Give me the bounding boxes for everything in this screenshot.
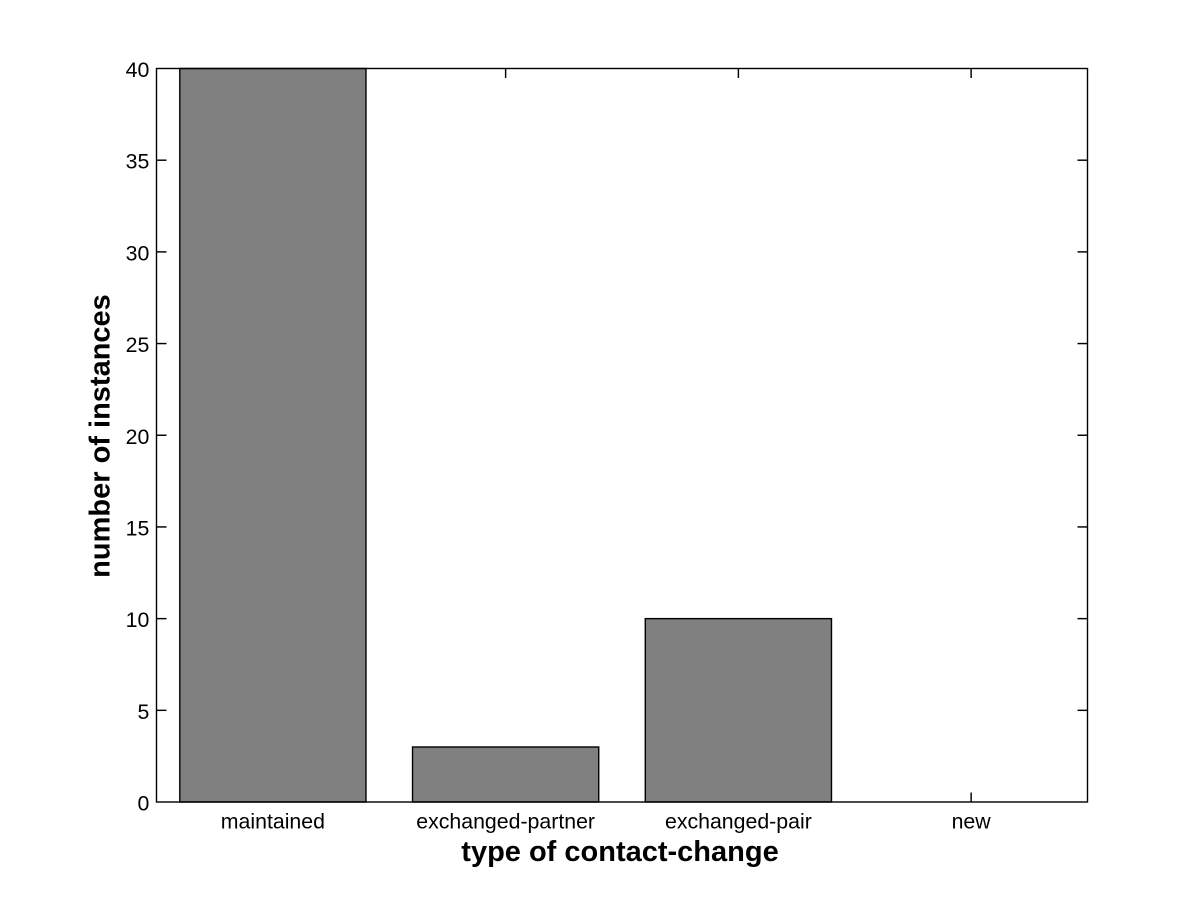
- svg-text:20: 20: [126, 425, 150, 449]
- svg-text:25: 25: [126, 333, 150, 357]
- svg-text:30: 30: [126, 241, 150, 265]
- svg-text:new: new: [952, 809, 992, 833]
- svg-text:5: 5: [137, 700, 149, 724]
- svg-text:15: 15: [126, 516, 150, 540]
- svg-text:10: 10: [126, 608, 150, 632]
- svg-text:0: 0: [137, 792, 149, 816]
- svg-text:40: 40: [126, 58, 150, 82]
- svg-text:exchanged-partner: exchanged-partner: [416, 809, 595, 833]
- svg-text:maintained: maintained: [221, 809, 325, 833]
- svg-text:number of instances: number of instances: [85, 294, 117, 578]
- svg-text:type of contact-change: type of contact-change: [461, 836, 778, 868]
- svg-text:exchanged-pair: exchanged-pair: [665, 809, 812, 833]
- svg-text:35: 35: [126, 150, 150, 174]
